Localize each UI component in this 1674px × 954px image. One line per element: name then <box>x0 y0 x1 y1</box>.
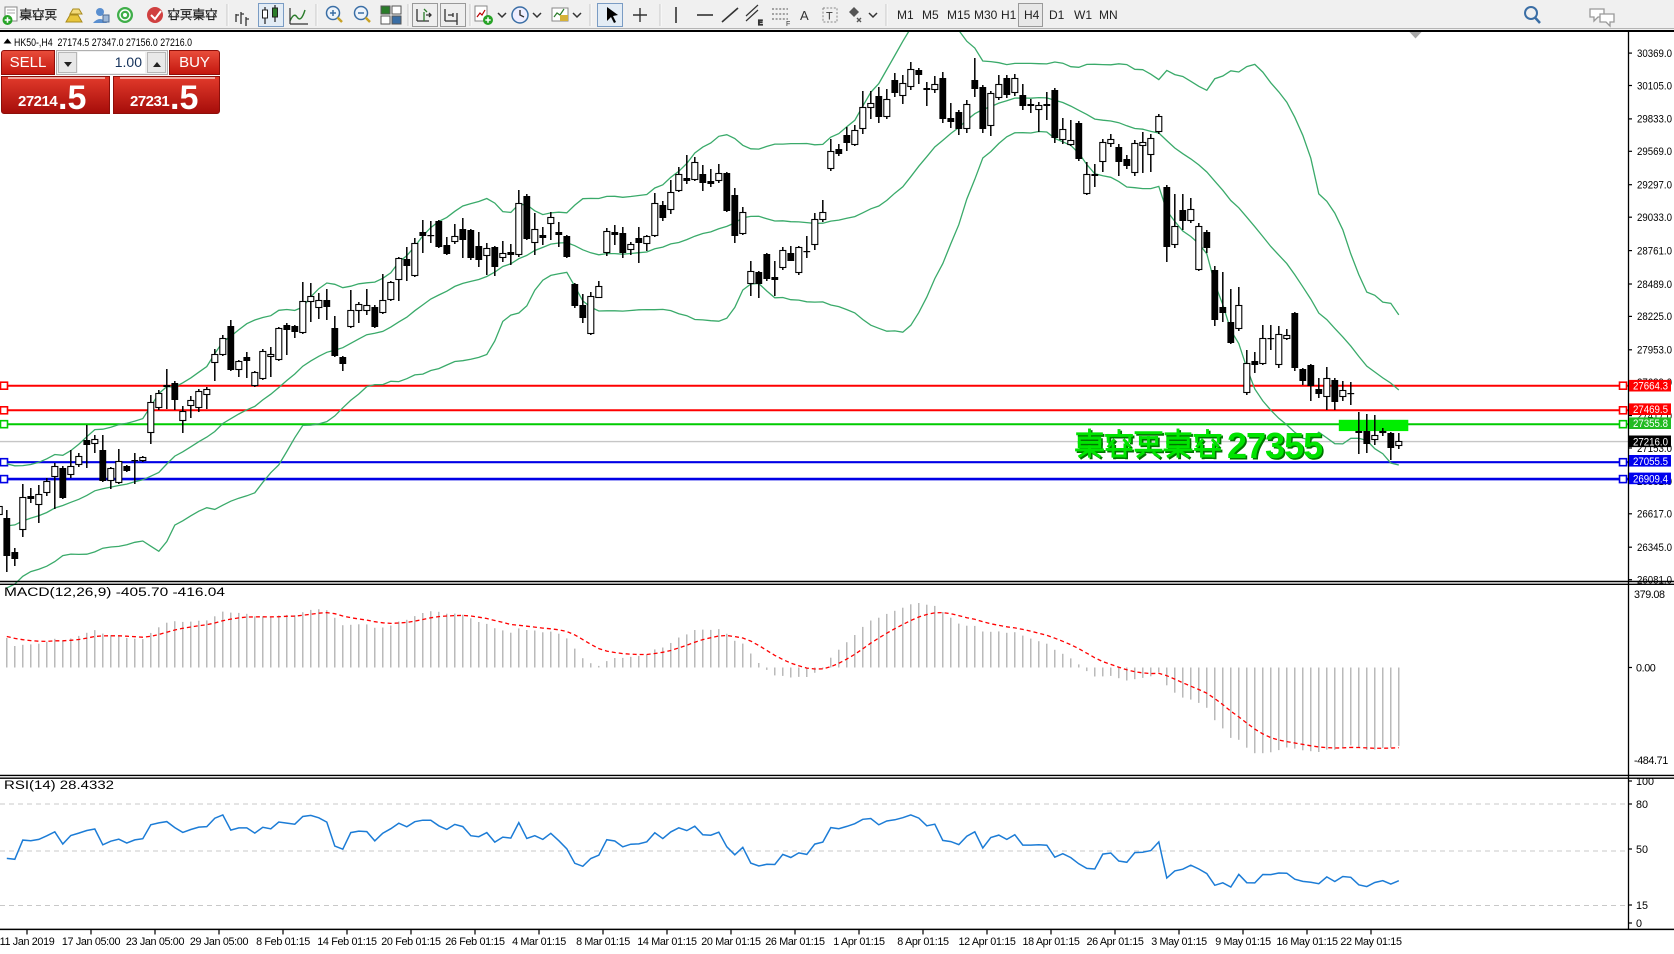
svg-text:F: F <box>786 21 790 28</box>
svg-text:1 Apr 01:15: 1 Apr 01:15 <box>833 936 885 948</box>
svg-text:14 Feb 01:15: 14 Feb 01:15 <box>317 936 377 948</box>
svg-text:H1: H1 <box>1001 8 1017 22</box>
svg-text:17 Jan 05:00: 17 Jan 05:00 <box>62 936 121 948</box>
svg-text:30105.0: 30105.0 <box>1637 80 1672 92</box>
svg-text:M30: M30 <box>974 8 998 22</box>
svg-text:27953.0: 27953.0 <box>1637 345 1672 357</box>
svg-text:8 Mar 01:15: 8 Mar 01:15 <box>576 936 630 948</box>
svg-text:18 Apr 01:15: 18 Apr 01:15 <box>1022 936 1079 948</box>
svg-text:22 May 01:15: 22 May 01:15 <box>1340 936 1402 948</box>
svg-text:W1: W1 <box>1074 8 1092 22</box>
svg-text:26909.4: 26909.4 <box>1633 473 1668 485</box>
svg-text:RSI(14) 28.4332: RSI(14) 28.4332 <box>4 780 114 792</box>
svg-text:8 Apr 01:15: 8 Apr 01:15 <box>897 936 949 948</box>
svg-text:4 Mar 01:15: 4 Mar 01:15 <box>512 936 566 948</box>
svg-text:15: 15 <box>1636 900 1648 912</box>
svg-text:M5: M5 <box>922 8 939 22</box>
svg-text:8 Feb 01:15: 8 Feb 01:15 <box>256 936 310 948</box>
svg-text:-484.71: -484.71 <box>1634 755 1668 767</box>
svg-text:26345.0: 26345.0 <box>1637 542 1672 554</box>
svg-text:28761.0: 28761.0 <box>1637 245 1672 257</box>
svg-text:11 Jan 2019: 11 Jan 2019 <box>0 936 55 948</box>
svg-text:0: 0 <box>1636 918 1642 930</box>
svg-text:9 May 01:15: 9 May 01:15 <box>1215 936 1271 948</box>
svg-text:14 Mar 01:15: 14 Mar 01:15 <box>637 936 697 948</box>
svg-text:27355: 27355 <box>1229 426 1325 467</box>
svg-text:29033.0: 29033.0 <box>1637 212 1672 224</box>
svg-text:3 May 01:15: 3 May 01:15 <box>1151 936 1207 948</box>
svg-text:E: E <box>758 20 763 27</box>
svg-text:T: T <box>826 11 833 23</box>
svg-text:H4: H4 <box>1024 8 1040 22</box>
svg-text:29 Jan 05:00: 29 Jan 05:00 <box>190 936 249 948</box>
svg-text:27664.3: 27664.3 <box>1633 381 1668 393</box>
svg-text:20 Mar 01:15: 20 Mar 01:15 <box>701 936 761 948</box>
svg-text:26 Feb 01:15: 26 Feb 01:15 <box>445 936 505 948</box>
svg-text:27355.8: 27355.8 <box>1633 418 1668 430</box>
svg-text:27355: 27355 <box>1227 425 1323 466</box>
svg-text:MACD(12,26,9) -405.70 -416.04: MACD(12,26,9) -405.70 -416.04 <box>4 587 226 599</box>
svg-text:379.08: 379.08 <box>1634 589 1665 601</box>
svg-text:0.00: 0.00 <box>1636 663 1656 675</box>
svg-text:16 May 01:15: 16 May 01:15 <box>1276 936 1338 948</box>
svg-text:12 Apr 01:15: 12 Apr 01:15 <box>958 936 1015 948</box>
svg-text:29833.0: 29833.0 <box>1637 114 1672 126</box>
svg-text:50: 50 <box>1636 844 1648 856</box>
svg-text:MN: MN <box>1099 8 1118 22</box>
svg-text:27216.0: 27216.0 <box>1633 436 1668 448</box>
svg-text:M1: M1 <box>897 8 914 22</box>
svg-text:30369.0: 30369.0 <box>1637 48 1672 60</box>
svg-text:23 Jan 05:00: 23 Jan 05:00 <box>126 936 185 948</box>
svg-text:20 Feb 01:15: 20 Feb 01:15 <box>381 936 441 948</box>
svg-text:26081.0: 26081.0 <box>1637 575 1672 587</box>
svg-text:D1: D1 <box>1049 8 1065 22</box>
svg-text:80: 80 <box>1636 799 1648 811</box>
svg-text:28225.0: 28225.0 <box>1637 311 1672 323</box>
svg-text:M15: M15 <box>947 8 971 22</box>
svg-text:A: A <box>800 8 809 23</box>
svg-text:29569.0: 29569.0 <box>1637 146 1672 158</box>
svg-text:26 Apr 01:15: 26 Apr 01:15 <box>1086 936 1143 948</box>
svg-text:27055.5: 27055.5 <box>1633 456 1668 468</box>
svg-text:26617.0: 26617.0 <box>1637 509 1672 521</box>
svg-text:29297.0: 29297.0 <box>1637 180 1672 192</box>
svg-text:HK50-,H4 27174.5 27347.0 2715: HK50-,H4 27174.5 27347.0 27156.0 27216.0 <box>14 37 192 49</box>
svg-text:100: 100 <box>1636 776 1654 788</box>
svg-text:26 Mar 01:15: 26 Mar 01:15 <box>765 936 825 948</box>
svg-text:28489.0: 28489.0 <box>1637 279 1672 291</box>
svg-text:27469.5: 27469.5 <box>1633 404 1668 416</box>
